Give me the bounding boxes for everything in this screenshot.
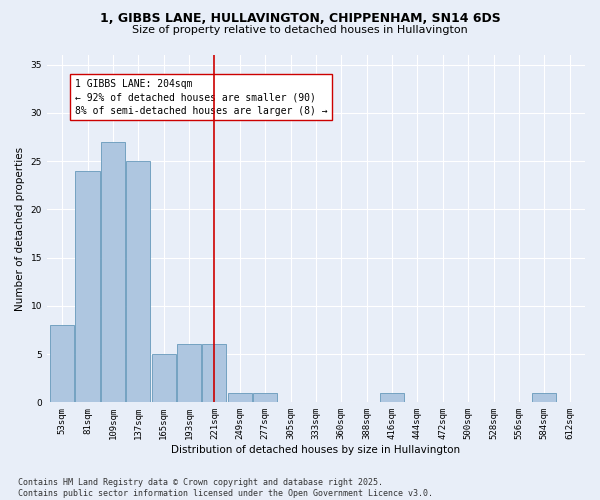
Bar bbox=[380, 392, 404, 402]
Text: 1, GIBBS LANE, HULLAVINGTON, CHIPPENHAM, SN14 6DS: 1, GIBBS LANE, HULLAVINGTON, CHIPPENHAM,… bbox=[100, 12, 500, 26]
Bar bbox=[126, 161, 151, 402]
Bar bbox=[228, 392, 252, 402]
Bar bbox=[177, 344, 201, 403]
Bar bbox=[76, 171, 100, 402]
Bar bbox=[253, 392, 277, 402]
Bar bbox=[532, 392, 556, 402]
Bar bbox=[50, 325, 74, 402]
Text: Size of property relative to detached houses in Hullavington: Size of property relative to detached ho… bbox=[132, 25, 468, 35]
Bar bbox=[202, 344, 226, 403]
Bar bbox=[152, 354, 176, 403]
Text: Contains HM Land Registry data © Crown copyright and database right 2025.
Contai: Contains HM Land Registry data © Crown c… bbox=[18, 478, 433, 498]
Text: 1 GIBBS LANE: 204sqm
← 92% of detached houses are smaller (90)
8% of semi-detach: 1 GIBBS LANE: 204sqm ← 92% of detached h… bbox=[75, 79, 328, 116]
X-axis label: Distribution of detached houses by size in Hullavington: Distribution of detached houses by size … bbox=[172, 445, 461, 455]
Y-axis label: Number of detached properties: Number of detached properties bbox=[15, 146, 25, 310]
Bar bbox=[101, 142, 125, 403]
